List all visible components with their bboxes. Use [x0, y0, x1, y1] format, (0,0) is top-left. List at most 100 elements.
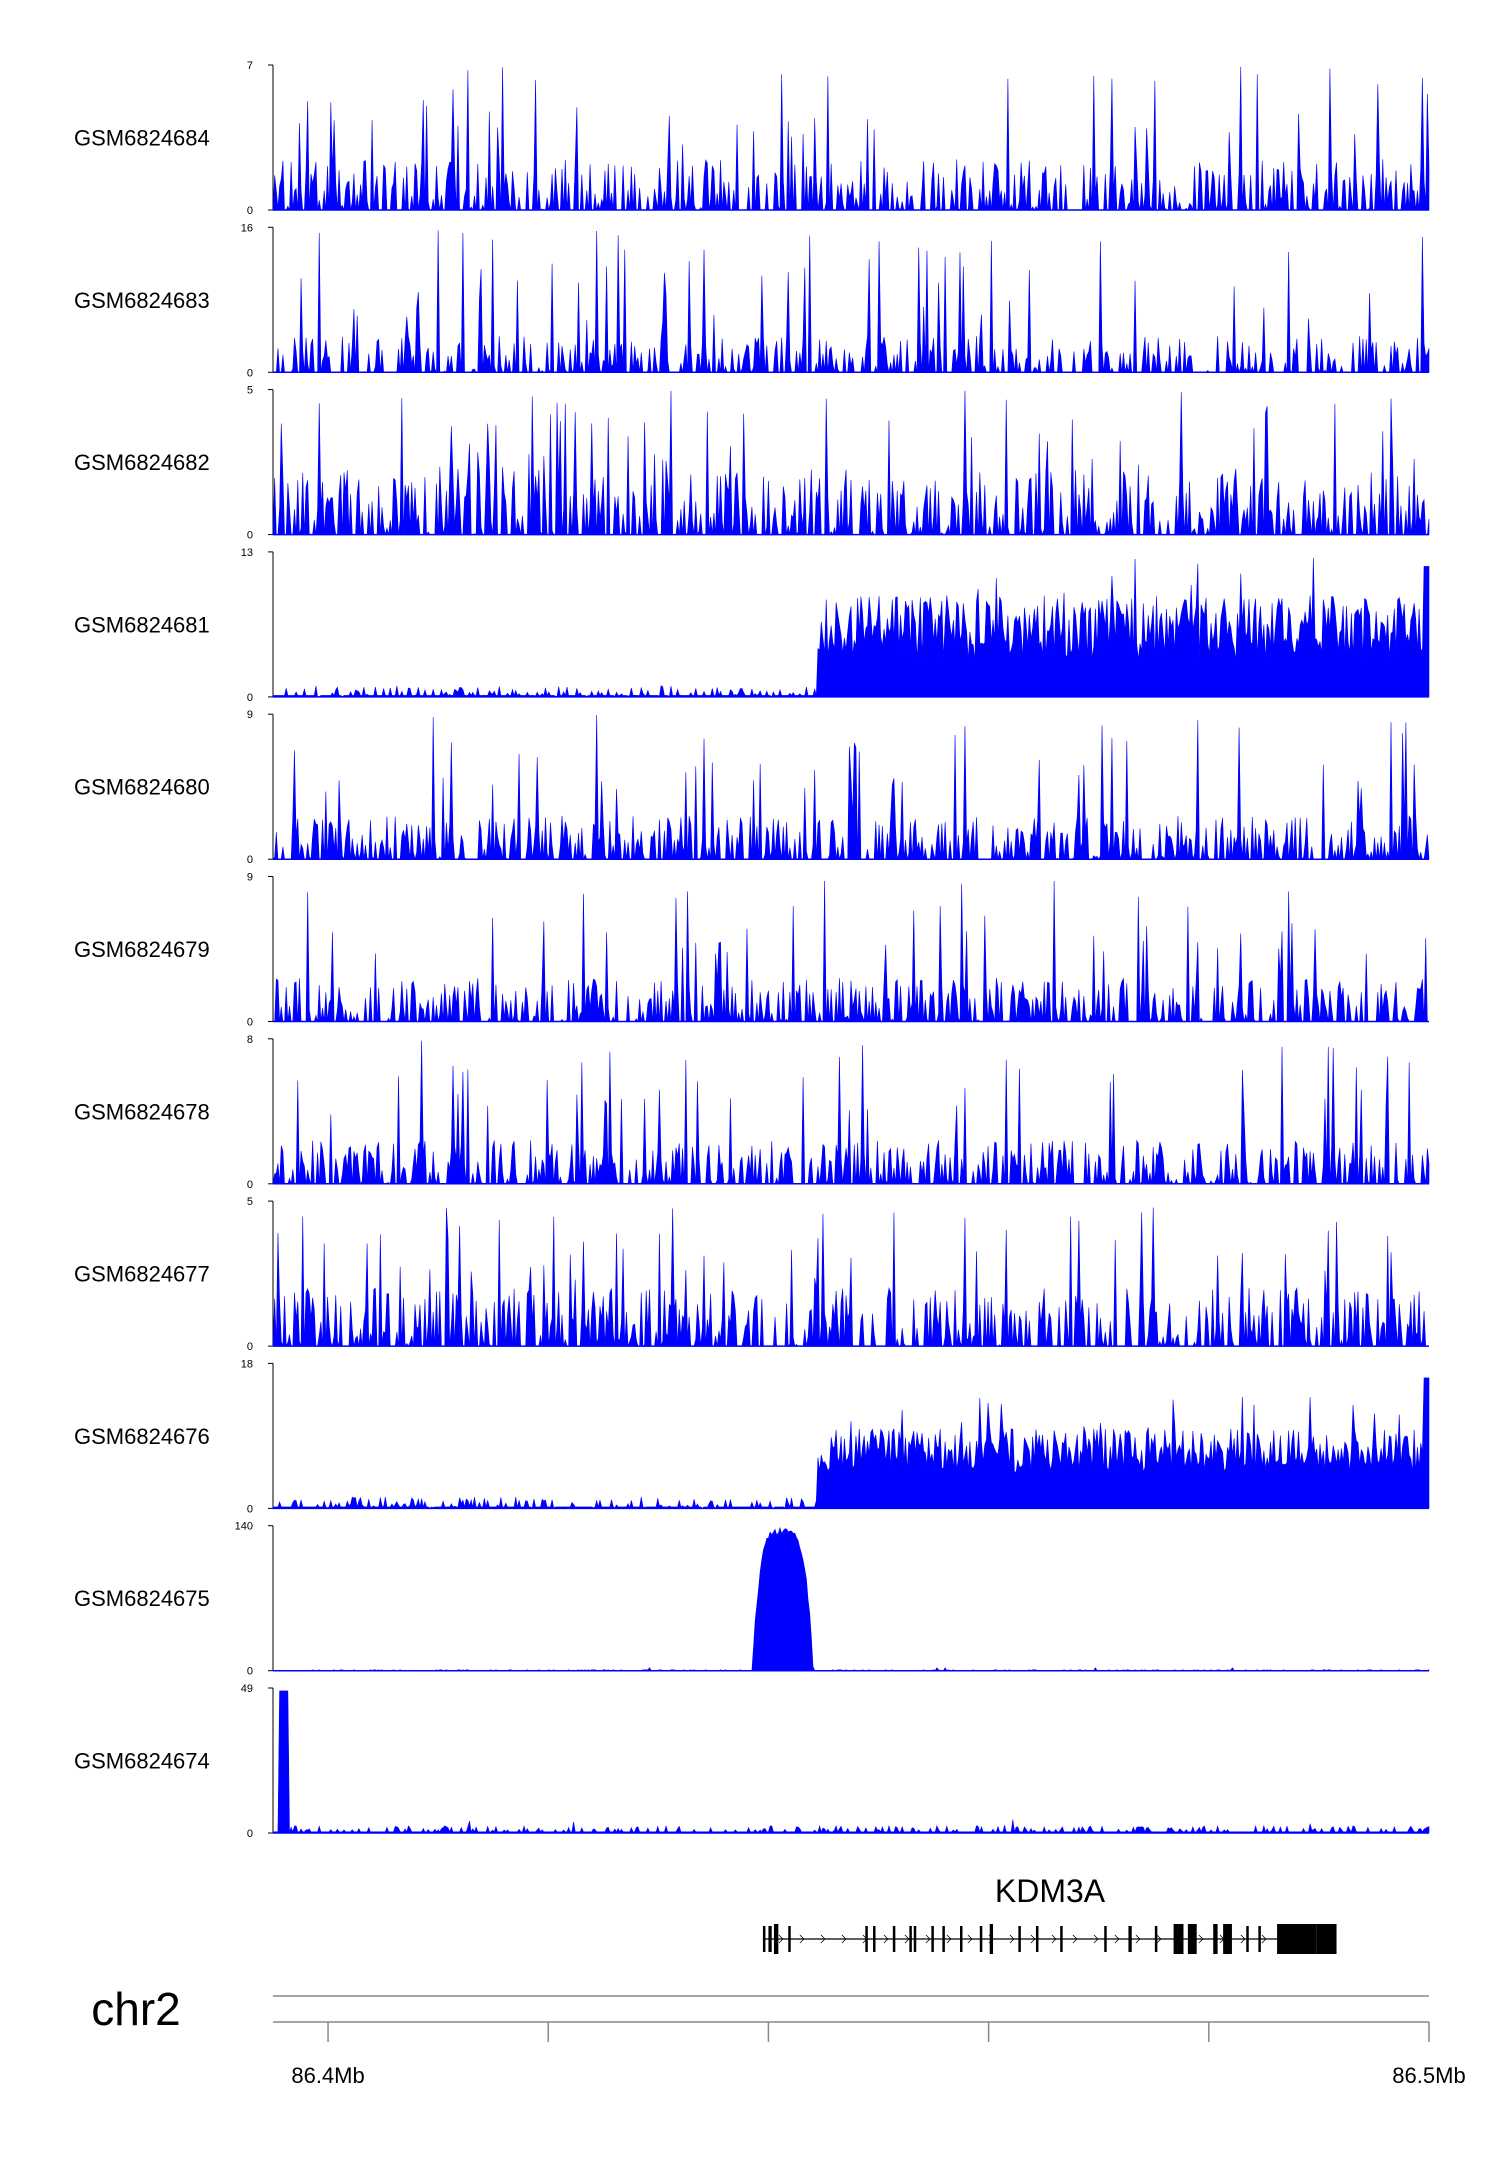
y-tick-label-min: 0 — [247, 1179, 253, 1191]
y-tick-label-min: 0 — [247, 530, 253, 542]
track-GSM6824680: GSM6824680 9 0 — [74, 709, 1430, 866]
y-tick-label-min: 0 — [247, 692, 253, 704]
gene-exon — [892, 1926, 896, 1952]
y-tick-label-max: 5 — [247, 1196, 253, 1208]
y-tick-label-max: 13 — [241, 547, 253, 559]
strand-arrow — [1156, 1934, 1162, 1944]
gene-exon — [1223, 1924, 1232, 1954]
coverage-area — [272, 1207, 1429, 1348]
coverage-tracks: GSM682468470GSM6824683160GSM682468250GSM… — [74, 60, 1430, 1840]
genome-axis: chr2 86.4Mb 86.5Mb — [91, 1983, 1465, 2088]
gene-exon — [1154, 1926, 1158, 1952]
strand-arrow — [1009, 1934, 1015, 1944]
gene-name: KDM3A — [995, 1873, 1106, 1909]
gene-exon — [959, 1926, 963, 1952]
track-GSM6824679: GSM6824679 9 0 — [74, 872, 1429, 1029]
strand-arrow — [1051, 1934, 1057, 1944]
y-tick-label-min: 0 — [247, 854, 253, 866]
y-tick-label-max: 18 — [241, 1358, 253, 1370]
coverage-area — [272, 1690, 1430, 1834]
y-tick-label-min: 0 — [247, 1828, 253, 1840]
coverage-area — [272, 390, 1430, 536]
gene-exon — [1187, 1924, 1197, 1954]
y-tick-label-min: 0 — [247, 1503, 253, 1515]
gene-exon — [1316, 1924, 1337, 1954]
track-GSM6824682: GSM6824682 5 0 — [74, 385, 1430, 542]
x-tick-label: 86.5Mb — [1392, 2063, 1465, 2088]
gene-exon — [762, 1926, 766, 1952]
y-tick-label-min: 0 — [247, 1341, 253, 1353]
track-GSM6824684: GSM6824684 7 0 — [74, 60, 1430, 217]
gene-exon — [1035, 1926, 1039, 1952]
strand-arrow — [967, 1934, 973, 1944]
coverage-area — [272, 557, 1430, 698]
track-label: GSM6824679 — [74, 937, 210, 962]
gene-exon — [1128, 1926, 1132, 1952]
track-GSM6824677: GSM6824677 5 0 — [74, 1196, 1429, 1353]
track-label: GSM6824680 — [74, 775, 210, 800]
track-label: GSM6824681 — [74, 612, 210, 637]
gene-exon — [1277, 1924, 1317, 1954]
gene-exon — [931, 1926, 934, 1952]
y-tick-label-max: 9 — [247, 709, 253, 721]
strand-arrow — [1240, 1934, 1246, 1944]
gene-exon — [1213, 1924, 1218, 1954]
strand-arrow — [904, 1934, 910, 1944]
gene-exon — [942, 1926, 945, 1952]
gene-exon — [1258, 1926, 1261, 1952]
gene-exon — [979, 1926, 983, 1952]
track-GSM6824674: GSM6824674 49 0 — [74, 1683, 1430, 1840]
track-GSM6824675: GSM6824675 140 0 — [74, 1521, 1430, 1678]
track-GSM6824676: GSM6824676 18 0 — [74, 1358, 1430, 1515]
gene-exon — [873, 1926, 876, 1952]
gene-exon — [773, 1924, 779, 1954]
strand-arrow — [925, 1934, 931, 1944]
strand-arrow — [841, 1934, 847, 1944]
track-label: GSM6824675 — [74, 1586, 210, 1611]
strand-arrow — [1114, 1934, 1120, 1944]
y-tick-label-min: 0 — [247, 367, 253, 379]
x-tick-label: 86.4Mb — [291, 2063, 364, 2088]
strand-arrow — [1030, 1934, 1036, 1944]
gene-exon — [1104, 1926, 1107, 1952]
y-tick-label-min: 0 — [247, 205, 253, 217]
coverage-area — [272, 1040, 1430, 1185]
y-tick-label-max: 5 — [247, 385, 253, 397]
gene-exon — [909, 1926, 912, 1952]
track-label: GSM6824684 — [74, 126, 210, 151]
y-tick-label-max: 7 — [247, 60, 253, 72]
y-tick-label-max: 16 — [241, 222, 253, 234]
y-tick-label-max: 49 — [241, 1683, 253, 1695]
strand-arrow — [778, 1934, 784, 1944]
strand-arrow — [1072, 1934, 1078, 1944]
gene-exon — [1018, 1926, 1021, 1952]
track-label: GSM6824676 — [74, 1424, 210, 1449]
y-tick-label-min: 0 — [247, 1017, 253, 1029]
y-tick-label-max: 9 — [247, 872, 253, 884]
gene-exon — [788, 1926, 791, 1952]
gene-exon — [989, 1924, 994, 1954]
coverage-area — [272, 1377, 1430, 1509]
track-label: GSM6824678 — [74, 1099, 210, 1124]
gene-exon — [1060, 1926, 1063, 1952]
coverage-area — [272, 715, 1430, 861]
track-label: GSM6824674 — [74, 1749, 210, 1774]
track-GSM6824681: GSM6824681 13 0 — [74, 547, 1430, 704]
track-label: GSM6824683 — [74, 288, 210, 313]
strand-arrow — [799, 1934, 805, 1944]
strand-arrow — [1135, 1934, 1141, 1944]
track-GSM6824678: GSM6824678 8 0 — [74, 1034, 1430, 1191]
strand-arrow — [946, 1934, 952, 1944]
strand-arrow — [820, 1934, 826, 1944]
gene-exon — [1173, 1924, 1184, 1954]
track-label: GSM6824682 — [74, 450, 210, 475]
strand-arrow — [1198, 1934, 1204, 1944]
gene-exon — [865, 1926, 868, 1952]
strand-arrow — [1093, 1934, 1099, 1944]
track-GSM6824683: GSM6824683 16 0 — [74, 222, 1430, 379]
strand-arrow — [1261, 1934, 1267, 1944]
y-tick-label-max: 8 — [247, 1034, 253, 1046]
coverage-area — [273, 230, 1430, 374]
gene-annotation-track: KDM3A — [762, 1873, 1337, 1954]
